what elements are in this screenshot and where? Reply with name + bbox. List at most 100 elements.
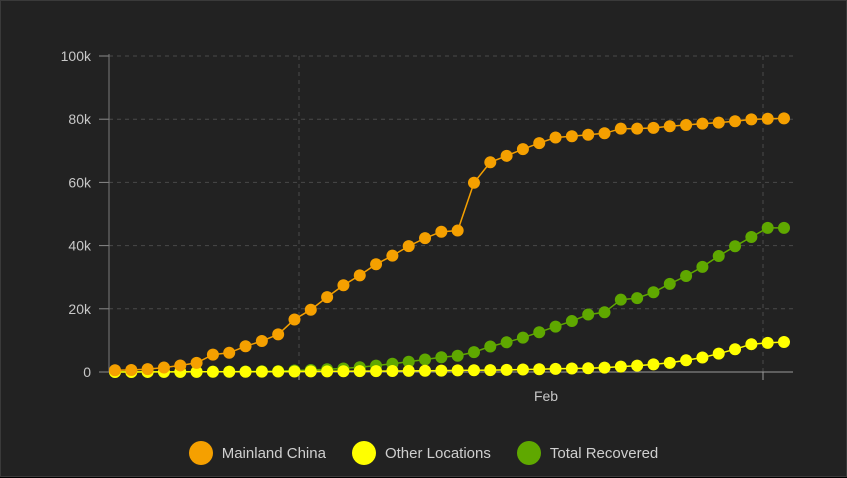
legend: Mainland China Other Locations Total Rec… bbox=[1, 441, 846, 465]
data-point bbox=[337, 365, 350, 378]
data-point bbox=[549, 320, 562, 333]
data-point bbox=[696, 260, 709, 273]
y-tick-label: 60k bbox=[68, 174, 92, 190]
total-recovered-swatch bbox=[516, 441, 541, 465]
mainland-china-swatch bbox=[188, 441, 213, 465]
data-point bbox=[206, 348, 219, 361]
data-point bbox=[484, 364, 497, 377]
data-point bbox=[549, 362, 562, 375]
data-point bbox=[582, 308, 595, 321]
data-point bbox=[255, 335, 268, 348]
data-point bbox=[729, 240, 742, 253]
data-point bbox=[435, 351, 448, 364]
data-point bbox=[386, 249, 399, 262]
data-point bbox=[614, 360, 627, 373]
data-point bbox=[614, 293, 627, 306]
data-point bbox=[500, 149, 513, 162]
data-point bbox=[419, 232, 432, 245]
legend-item-other-locations[interactable]: Other Locations bbox=[351, 441, 491, 465]
data-point bbox=[321, 291, 334, 304]
data-point bbox=[598, 306, 611, 319]
data-point bbox=[419, 353, 432, 366]
legend-item-total-recovered[interactable]: Total Recovered bbox=[516, 441, 658, 465]
data-point bbox=[353, 269, 366, 282]
data-point bbox=[484, 156, 497, 169]
data-point bbox=[451, 364, 464, 377]
data-point bbox=[288, 313, 301, 326]
data-point bbox=[337, 279, 350, 292]
data-point bbox=[402, 240, 415, 253]
data-point bbox=[712, 249, 725, 262]
data-point bbox=[321, 365, 334, 378]
data-point bbox=[663, 120, 676, 133]
data-point bbox=[745, 338, 758, 351]
data-point bbox=[288, 365, 301, 378]
data-point bbox=[712, 347, 725, 360]
data-point bbox=[565, 362, 578, 375]
x-tick-label: Feb bbox=[534, 388, 558, 404]
data-point bbox=[190, 356, 203, 369]
data-point bbox=[500, 336, 513, 349]
data-point bbox=[174, 359, 187, 372]
data-point bbox=[272, 328, 285, 341]
data-point bbox=[712, 116, 725, 129]
data-point bbox=[533, 137, 546, 150]
data-point bbox=[141, 363, 154, 376]
data-point bbox=[206, 365, 219, 378]
legend-item-mainland-china[interactable]: Mainland China bbox=[188, 441, 326, 465]
legend-label: Mainland China bbox=[221, 444, 326, 462]
data-point bbox=[761, 221, 774, 234]
data-point bbox=[582, 128, 595, 141]
data-point bbox=[729, 343, 742, 356]
data-point bbox=[223, 346, 236, 359]
data-point bbox=[239, 340, 252, 353]
data-point bbox=[402, 355, 415, 368]
data-point bbox=[647, 358, 660, 371]
data-point bbox=[353, 365, 366, 378]
data-point bbox=[451, 349, 464, 362]
data-point bbox=[598, 361, 611, 374]
data-point bbox=[516, 363, 529, 376]
data-point bbox=[778, 221, 790, 234]
data-point bbox=[419, 364, 432, 377]
data-point bbox=[761, 112, 774, 125]
data-point bbox=[761, 336, 774, 349]
data-point bbox=[484, 340, 497, 353]
data-point bbox=[663, 356, 676, 369]
other-locations-swatch bbox=[351, 441, 376, 465]
data-point bbox=[631, 122, 644, 135]
data-point bbox=[663, 277, 676, 290]
data-point bbox=[451, 224, 464, 237]
data-point bbox=[778, 112, 790, 125]
data-point bbox=[745, 231, 758, 244]
data-point bbox=[729, 115, 742, 128]
data-point bbox=[435, 364, 448, 377]
legend-label: Other Locations bbox=[384, 444, 491, 462]
data-point bbox=[614, 122, 627, 135]
data-point bbox=[386, 364, 399, 377]
data-point bbox=[190, 365, 203, 378]
data-point bbox=[223, 365, 236, 378]
data-point bbox=[680, 269, 693, 282]
data-point bbox=[467, 176, 480, 189]
data-point bbox=[516, 331, 529, 344]
y-tick-label: 0 bbox=[83, 364, 91, 380]
data-point bbox=[516, 143, 529, 156]
y-tick-label: 40k bbox=[68, 238, 92, 254]
data-point bbox=[435, 225, 448, 238]
y-tick-label: 100k bbox=[61, 48, 92, 64]
data-point bbox=[157, 361, 170, 374]
data-point bbox=[533, 326, 546, 339]
data-point bbox=[549, 131, 562, 144]
y-tick-label: 20k bbox=[68, 301, 92, 317]
series-line bbox=[114, 117, 785, 372]
data-point bbox=[745, 113, 758, 126]
data-point bbox=[239, 365, 252, 378]
data-point bbox=[467, 346, 480, 359]
data-point bbox=[565, 130, 578, 143]
data-point bbox=[304, 303, 317, 316]
data-point bbox=[631, 292, 644, 305]
data-point bbox=[304, 365, 317, 378]
